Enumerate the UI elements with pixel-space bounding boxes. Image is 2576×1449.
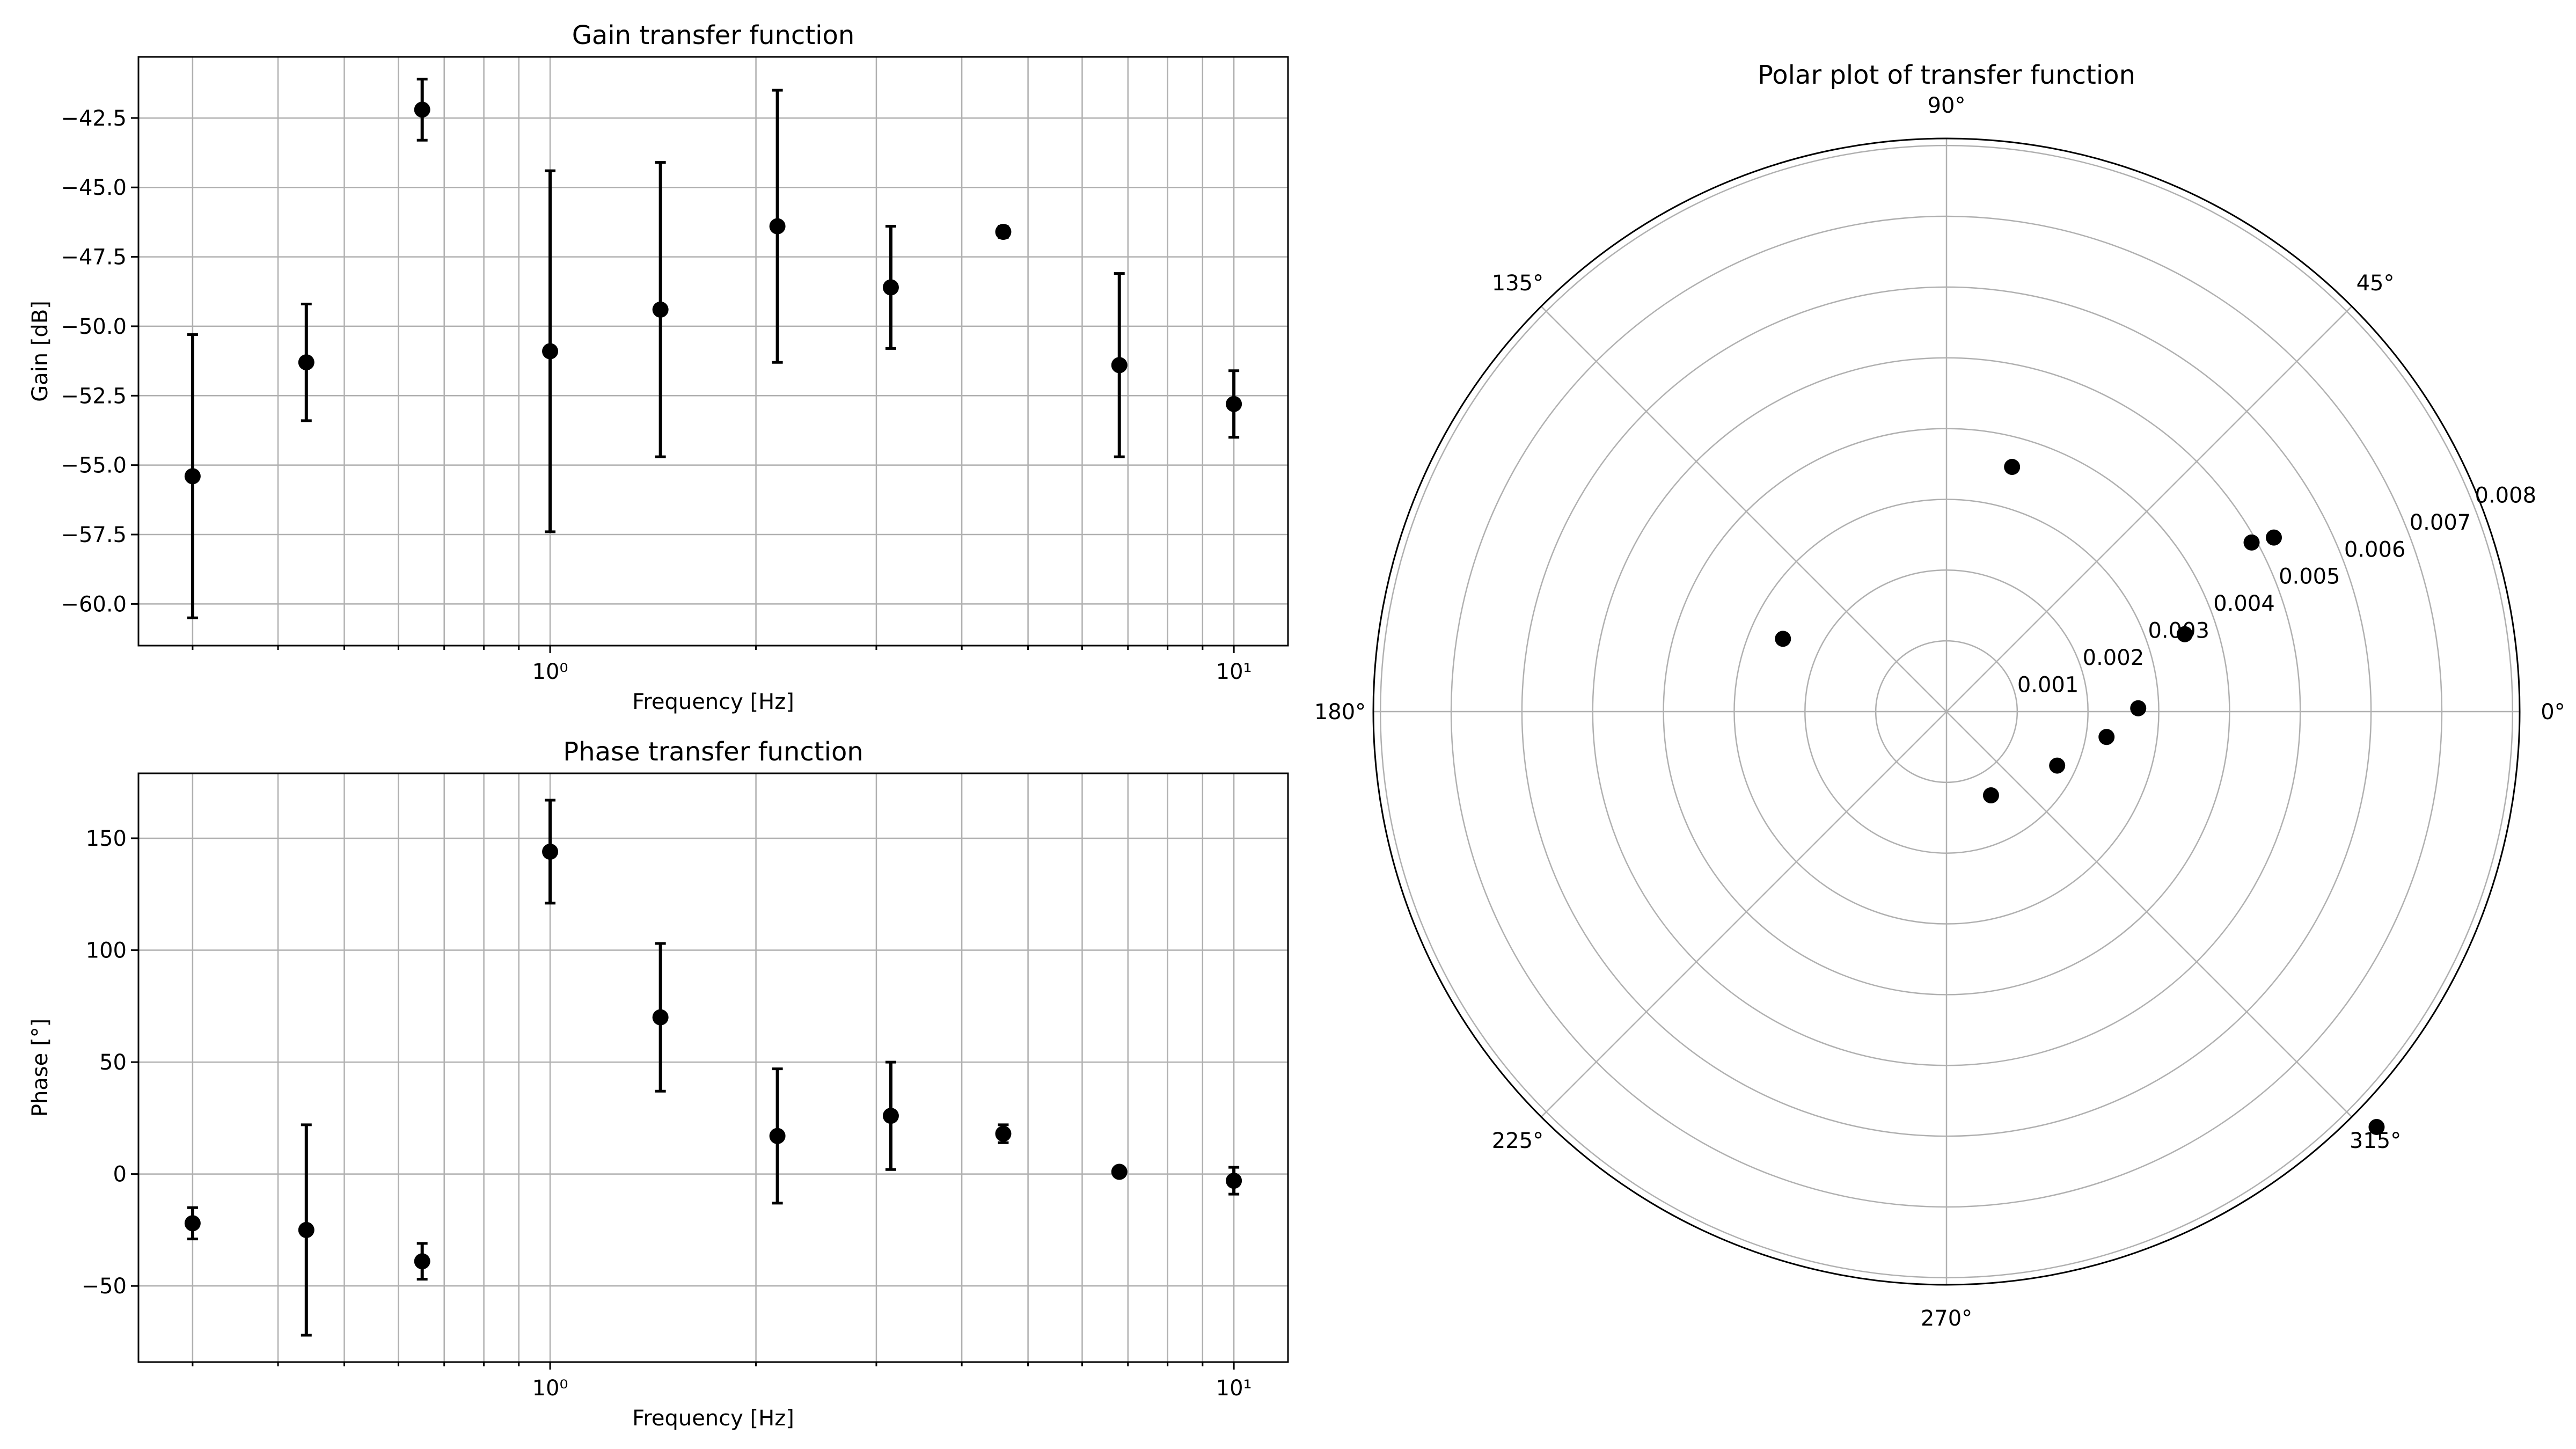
phase-data-point: [1111, 1163, 1128, 1180]
gain-y-tick-label: −52.5: [61, 384, 127, 408]
polar-theta-tick-label: 90°: [1928, 93, 1966, 118]
phase-x-tick-label: 10¹: [1216, 1376, 1252, 1401]
polar-theta-tick-label: 225°: [1492, 1129, 1543, 1153]
gain-x-tick-label: 10¹: [1216, 660, 1252, 684]
polar-theta-tick-label: 270°: [1921, 1306, 1972, 1331]
polar-data-point: [2004, 459, 2021, 475]
polar-data-point: [2243, 534, 2260, 551]
gain-data-point: [542, 343, 559, 360]
phase-data-point: [542, 843, 559, 860]
gain-data-point: [1226, 396, 1242, 412]
phase-plot: Phase transfer function Frequency [Hz] P…: [28, 737, 1289, 1431]
polar-data-point: [2049, 757, 2066, 774]
polar-r-tick-label: 0.001: [2017, 673, 2079, 698]
phase-grid: [138, 773, 1288, 1362]
phase-title: Phase transfer function: [563, 737, 863, 767]
gain-data-point: [184, 468, 201, 485]
gain-data-point: [995, 223, 1012, 240]
polar-data-point: [2176, 626, 2193, 642]
phase-points: [184, 843, 1242, 1270]
gain-data-point: [298, 354, 314, 371]
polar-title: Polar plot of transfer function: [1758, 60, 2135, 90]
polar-angular-gridline: [1540, 711, 1947, 1118]
gain-axes-frame: [137, 56, 1289, 647]
gain-ticks: 10⁰ 10¹ −60.0 −57.5 −55.0 −52.5 −50.0 −47.5 −45.…: [61, 106, 1252, 684]
phase-data-point: [414, 1253, 430, 1270]
gain-data-point: [1111, 357, 1128, 374]
gain-y-tick-label: −42.5: [61, 106, 127, 131]
polar-angular-gridline: [1540, 305, 1947, 712]
polar-r-tick-label: 0.005: [2279, 565, 2340, 589]
phase-y-tick-label: 100: [86, 939, 127, 963]
polar-theta-tick-label: 45°: [2357, 271, 2395, 296]
polar-r-tick-label: 0.008: [2475, 483, 2537, 508]
gain-x-axis-label: Frequency [Hz]: [632, 690, 794, 714]
polar-plot: Polar plot of transfer function 0.0010.0…: [1314, 60, 2565, 1331]
gain-y-tick-label: −47.5: [61, 245, 127, 270]
phase-data-point: [298, 1221, 314, 1238]
phase-y-tick-label: 0: [113, 1162, 127, 1187]
polar-data-point: [2368, 1118, 2385, 1135]
polar-data-point: [2266, 529, 2282, 546]
phase-axes-frame: [137, 772, 1289, 1363]
phase-x-axis-label: Frequency [Hz]: [632, 1406, 794, 1431]
polar-theta-tick-label: 180°: [1314, 700, 1366, 724]
gain-title: Gain transfer function: [572, 20, 855, 50]
polar-angular-gridline: [1946, 305, 2353, 712]
polar-grid: [1373, 138, 2520, 1285]
polar-data-point: [1775, 631, 1791, 647]
gain-data-point: [882, 279, 899, 296]
gain-data-point: [652, 301, 669, 318]
phase-ticks: 10⁰ 10¹ −50 0 50 100 150: [82, 826, 1252, 1401]
gain-y-axis-label: Gain [dB]: [28, 301, 53, 402]
gain-y-tick-label: −45.0: [61, 175, 127, 200]
polar-r-tick-label: 0.007: [2410, 510, 2471, 535]
polar-data-point: [2130, 700, 2147, 716]
gain-x-tick-label: 10⁰: [532, 660, 568, 684]
gain-data-point: [414, 101, 430, 118]
gain-y-tick-label: −50.0: [61, 314, 127, 339]
polar-axes-frame: [1372, 137, 2521, 1286]
gain-y-tick-label: −55.0: [61, 453, 127, 478]
phase-data-point: [652, 1009, 669, 1026]
gain-y-tick-label: −57.5: [61, 523, 127, 547]
polar-data-point: [1982, 787, 1999, 804]
phase-y-axis-label: Phase [°]: [28, 1019, 53, 1117]
phase-data-point: [1226, 1173, 1242, 1189]
phase-data-point: [769, 1128, 786, 1144]
polar-ticks: 0.0010.0020.0030.0040.0050.0060.0070.008…: [1314, 93, 2565, 1331]
polar-r-tick-label: 0.006: [2344, 537, 2406, 562]
polar-data-point: [2098, 729, 2115, 745]
gain-y-tick-label: −60.0: [61, 592, 127, 617]
phase-data-point: [184, 1215, 201, 1232]
phase-x-tick-label: 10⁰: [532, 1376, 568, 1401]
phase-data-point: [995, 1125, 1012, 1142]
phase-data-point: [882, 1108, 899, 1124]
gain-data-point: [769, 218, 786, 235]
polar-theta-tick-label: 135°: [1492, 271, 1543, 296]
gain-plot: Gain transfer function Frequency [Hz] Ga…: [28, 20, 1289, 714]
polar-r-tick-label: 0.004: [2213, 591, 2275, 616]
polar-angular-gridline: [1946, 711, 2353, 1118]
phase-y-tick-label: 150: [86, 826, 127, 851]
polar-points: [1775, 459, 2385, 1135]
phase-y-tick-label: −50: [82, 1274, 127, 1299]
phase-y-tick-label: 50: [99, 1050, 127, 1075]
polar-r-tick-label: 0.002: [2083, 646, 2145, 670]
polar-theta-tick-label: 0°: [2541, 700, 2565, 724]
gain-points: [184, 101, 1242, 485]
